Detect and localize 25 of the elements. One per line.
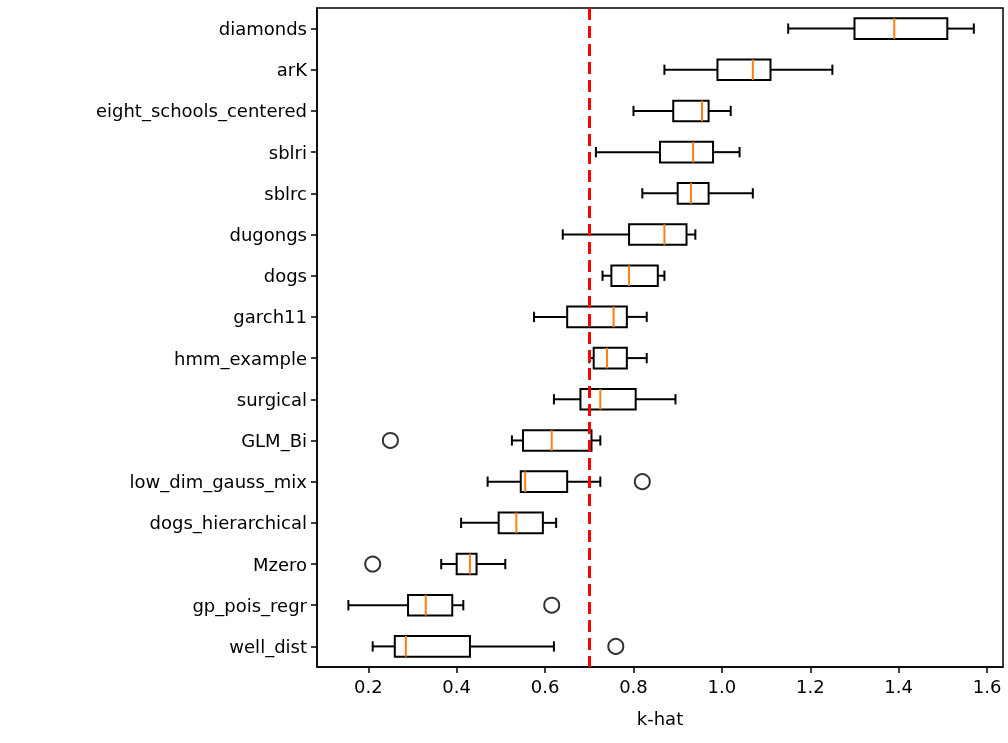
y-tick-label: Mzero bbox=[252, 553, 307, 575]
y-tick-label: surgical bbox=[236, 388, 307, 410]
y-tick-label: low_dim_gauss_mix bbox=[129, 471, 308, 494]
y-tick-label: diamonds bbox=[218, 18, 307, 40]
y-tick-label: dogs_hierarchical bbox=[149, 512, 307, 535]
x-tick-label: 0.2 bbox=[353, 675, 383, 697]
x-tick-label: 0.6 bbox=[530, 675, 560, 697]
x-axis-title: k-hat bbox=[636, 707, 684, 729]
x-tick-label: 0.8 bbox=[619, 675, 648, 697]
y-tick-label: well_dist bbox=[229, 635, 307, 658]
y-tick-label: GLM_Bi bbox=[241, 429, 307, 452]
y-tick-label: gp_pois_regr bbox=[192, 594, 308, 617]
y-tick-label: dugongs bbox=[229, 224, 307, 246]
y-tick-label: eight_schools_centered bbox=[95, 100, 307, 123]
x-tick-label: 0.4 bbox=[442, 675, 471, 697]
y-tick-label: garch11 bbox=[233, 306, 307, 328]
y-tick-label: hmm_example bbox=[174, 347, 307, 370]
x-tick-label: 1.6 bbox=[972, 675, 1002, 697]
y-tick-label: arK bbox=[276, 59, 309, 81]
x-tick-label: 1.0 bbox=[707, 675, 737, 697]
y-tick-label: dogs bbox=[263, 265, 307, 287]
x-tick-label: 1.4 bbox=[884, 675, 914, 697]
x-tick-label: 1.2 bbox=[795, 675, 825, 697]
y-tick-label: sblri bbox=[268, 141, 307, 163]
y-tick-label: sblrc bbox=[264, 182, 307, 204]
